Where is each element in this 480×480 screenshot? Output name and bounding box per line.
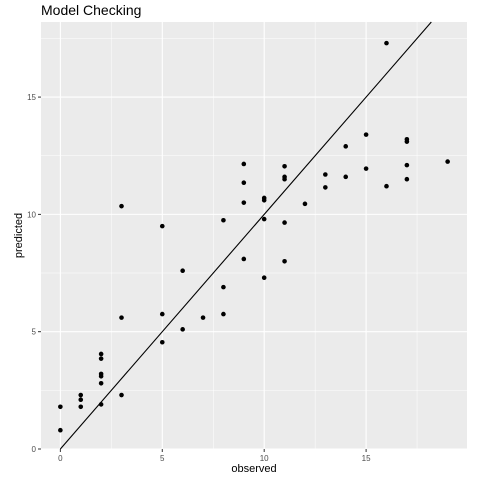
data-point bbox=[221, 284, 226, 290]
axis-ticks: 0 5 10 15 0 5 10 15 bbox=[27, 93, 371, 463]
data-point bbox=[282, 176, 287, 182]
y-axis-title: predicted bbox=[13, 213, 25, 258]
data-point bbox=[78, 397, 84, 403]
data-point bbox=[302, 201, 308, 207]
y-tick-label: 10 bbox=[27, 210, 36, 219]
data-point bbox=[119, 315, 124, 320]
data-point bbox=[404, 139, 410, 144]
data-point bbox=[180, 327, 185, 332]
data-point bbox=[159, 223, 165, 229]
data-point bbox=[119, 203, 124, 209]
plot-panel bbox=[41, 22, 467, 449]
chart-title: Model Checking bbox=[41, 2, 142, 18]
data-point bbox=[323, 172, 328, 177]
data-point bbox=[98, 373, 104, 379]
data-point bbox=[363, 132, 369, 137]
data-point bbox=[261, 216, 267, 222]
x-tick-label: 0 bbox=[58, 454, 63, 463]
y-tick-label: 15 bbox=[27, 93, 36, 102]
data-point bbox=[282, 259, 287, 264]
data-point bbox=[58, 427, 63, 433]
data-point bbox=[200, 315, 206, 320]
data-point bbox=[323, 185, 328, 190]
data-point bbox=[384, 183, 389, 189]
data-points bbox=[58, 40, 450, 433]
data-point bbox=[221, 217, 226, 223]
grid-lines bbox=[41, 22, 467, 450]
data-point bbox=[180, 268, 185, 273]
reference-line bbox=[59, 21, 432, 450]
data-point bbox=[241, 256, 247, 262]
data-point bbox=[261, 198, 267, 203]
data-point bbox=[282, 220, 287, 225]
data-point bbox=[384, 40, 389, 46]
y-tick-label: 5 bbox=[32, 328, 37, 337]
data-point bbox=[241, 180, 247, 186]
x-tick-label: 10 bbox=[260, 454, 269, 463]
data-point bbox=[445, 159, 450, 164]
data-point bbox=[159, 339, 165, 345]
data-point bbox=[241, 200, 247, 205]
y-tick-label: 0 bbox=[32, 445, 37, 454]
data-point bbox=[261, 275, 267, 281]
data-point bbox=[363, 166, 369, 171]
data-point bbox=[404, 162, 410, 168]
x-tick-label: 5 bbox=[160, 454, 165, 463]
data-point bbox=[343, 174, 349, 180]
data-point bbox=[404, 176, 410, 182]
data-point bbox=[241, 161, 247, 167]
data-point bbox=[159, 311, 165, 317]
data-point bbox=[78, 392, 84, 398]
data-point bbox=[119, 392, 124, 398]
data-point bbox=[282, 163, 287, 169]
data-point bbox=[78, 404, 84, 410]
data-point bbox=[98, 356, 104, 361]
data-point bbox=[58, 404, 63, 410]
data-point bbox=[98, 381, 104, 386]
data-point bbox=[343, 144, 349, 149]
x-axis-title: observed bbox=[231, 463, 276, 475]
x-tick-label: 15 bbox=[362, 454, 371, 463]
data-point bbox=[98, 351, 104, 357]
data-point bbox=[221, 311, 226, 317]
